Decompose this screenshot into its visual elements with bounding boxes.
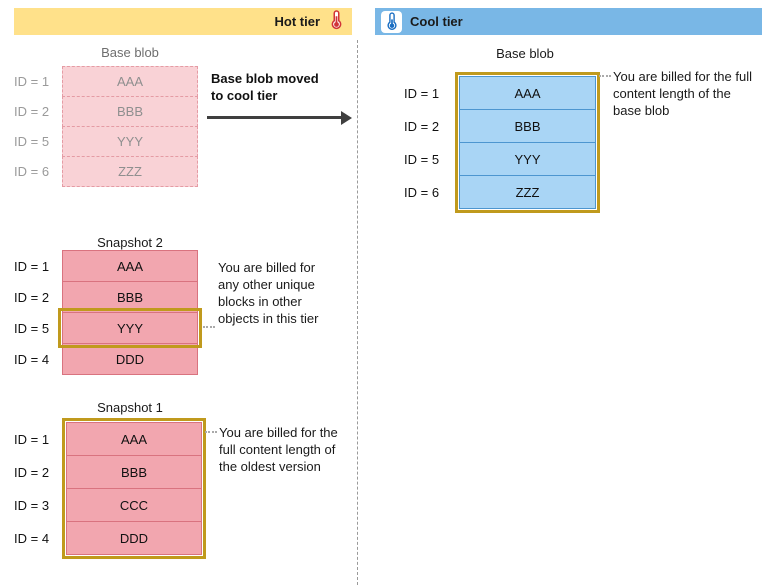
id-label: ID = 5 — [14, 134, 50, 149]
id-label: ID = 6 — [404, 184, 440, 200]
thermometer-hot-icon — [329, 10, 344, 33]
block-cell: BBB — [459, 109, 596, 143]
id-label: ID = 4 — [14, 351, 50, 367]
move-arrow-head-icon — [341, 111, 352, 125]
block-cell: BBB — [62, 96, 198, 127]
id-label: ID = 2 — [14, 289, 50, 305]
cool-tier-header: Cool tier — [375, 8, 762, 35]
cool-base-blob-table: ID = 1 ID = 2 ID = 5 ID = 6 AAA BBB YYY … — [404, 72, 600, 213]
id-column: ID = 1 ID = 2 ID = 5 ID = 6 — [404, 72, 455, 213]
block-cell: CCC — [66, 488, 202, 522]
highlight-border: AAA BBB YYY ZZZ — [455, 72, 600, 213]
connector-dotted-line — [203, 326, 215, 328]
cool-base-blob-note: You are billed for the full content leng… — [613, 69, 753, 118]
block-cell: AAA — [459, 76, 596, 110]
hot-tier-header: Hot tier — [14, 8, 352, 35]
block-cell: YYY — [459, 142, 596, 176]
hot-base-blob-title: Base blob — [101, 45, 159, 60]
id-column: ID = 1 ID = 2 ID = 5 ID = 6 — [14, 66, 62, 187]
connector-dotted-line — [599, 75, 611, 77]
id-label: ID = 1 — [14, 431, 50, 447]
connector-dotted-line — [205, 431, 217, 433]
cool-base-blob-title: Base blob — [496, 46, 554, 61]
id-label: ID = 1 — [14, 74, 50, 89]
tier-divider — [357, 40, 358, 585]
id-label: ID = 2 — [404, 118, 440, 134]
block-cell: ZZZ — [62, 156, 198, 187]
id-label: ID = 6 — [14, 164, 50, 179]
block-cell: BBB — [66, 455, 202, 489]
block-cell: DDD — [62, 343, 198, 375]
block-cell: AAA — [62, 66, 198, 97]
block-cell: AAA — [66, 422, 202, 456]
move-note: Base blob moved to cool tier — [211, 71, 319, 103]
hot-base-blob-table: ID = 1 ID = 2 ID = 5 ID = 6 AAA BBB YYY … — [14, 66, 198, 187]
block-cell: BBB — [62, 281, 198, 313]
id-label: ID = 1 — [14, 258, 50, 274]
block-column: AAA BBB CCC DDD — [66, 422, 202, 555]
id-label: ID = 2 — [14, 104, 50, 119]
id-label: ID = 5 — [14, 320, 50, 336]
cool-tier-label: Cool tier — [410, 14, 463, 29]
id-column: ID = 1 ID = 2 ID = 5 ID = 4 — [14, 250, 62, 375]
snapshot2-title: Snapshot 2 — [97, 235, 163, 250]
id-label: ID = 5 — [404, 151, 440, 167]
id-label: ID = 2 — [14, 464, 50, 480]
snapshot1-note: You are billed for the full content leng… — [219, 425, 338, 474]
snapshot1-table: ID = 1 ID = 2 ID = 3 ID = 4 AAA BBB CCC … — [14, 418, 206, 559]
block-column: AAA BBB YYY ZZZ — [62, 66, 198, 187]
block-cell: DDD — [66, 521, 202, 555]
id-label: ID = 1 — [404, 85, 440, 101]
snapshot2-table: ID = 1 ID = 2 ID = 5 ID = 4 AAA BBB YYY … — [14, 250, 202, 375]
id-column: ID = 1 ID = 2 ID = 3 ID = 4 — [14, 418, 62, 559]
snapshot1-title: Snapshot 1 — [97, 400, 163, 415]
thermometer-cool-icon — [381, 10, 402, 33]
block-column: AAA BBB YYY DDD — [58, 250, 202, 375]
block-cell: YYY — [62, 126, 198, 157]
hot-tier-label: Hot tier — [274, 14, 321, 29]
id-label: ID = 4 — [14, 530, 50, 546]
move-arrow-line — [207, 116, 341, 119]
id-label: ID = 3 — [14, 497, 50, 513]
block-cell: AAA — [62, 250, 198, 282]
block-cell: ZZZ — [459, 175, 596, 209]
block-column: AAA BBB YYY ZZZ — [459, 76, 596, 209]
block-cell-highlighted: YYY — [58, 308, 202, 348]
highlight-border: AAA BBB CCC DDD — [62, 418, 206, 559]
snapshot2-note: You are billed for any other unique bloc… — [218, 260, 319, 326]
